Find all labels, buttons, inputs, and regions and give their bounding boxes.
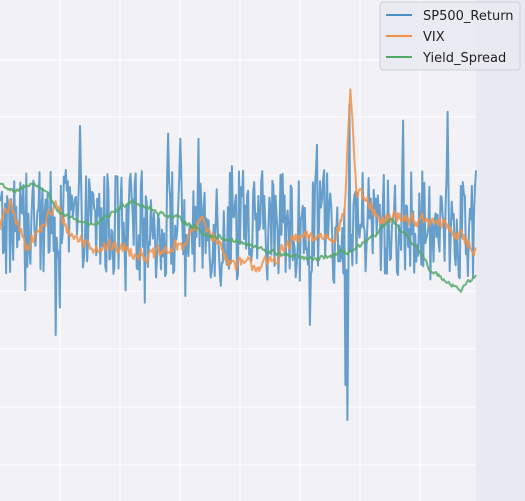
series-line-sp500-return <box>0 104 477 421</box>
legend-label-sp500-return: SP500_Return <box>423 9 514 24</box>
legend: SP500_Return VIX Yield_Spread <box>379 1 521 71</box>
series-line-vix <box>0 88 477 273</box>
legend-label-yield-spread: Yield_Spread <box>422 51 506 66</box>
legend-label-vix: VIX <box>423 30 445 45</box>
grid-lines <box>0 0 476 501</box>
series-line-yield-spread <box>0 182 477 293</box>
legend-frame <box>379 1 521 71</box>
series-lines <box>0 88 477 421</box>
